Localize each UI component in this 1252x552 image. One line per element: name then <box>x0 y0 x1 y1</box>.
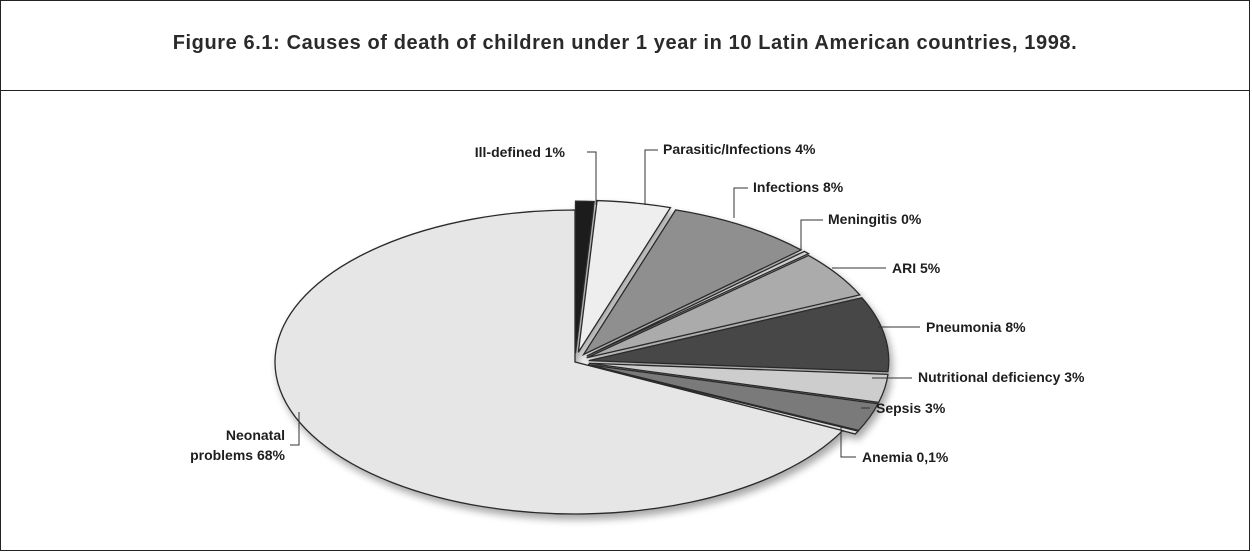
pie-slice <box>587 364 880 432</box>
leader-line <box>840 427 856 458</box>
slice-label: Neonatal problems 68% <box>190 427 285 463</box>
slice-label: Infections 8% <box>753 179 844 195</box>
pie-slice <box>574 200 595 354</box>
slice-label: Parasitic/Infections 4% <box>663 141 816 157</box>
slice-label: Anemia 0,1% <box>862 449 949 465</box>
pie-slice <box>586 250 810 357</box>
leader-line <box>290 412 300 446</box>
pie-slice <box>588 297 890 373</box>
title-bar: Figure 6.1: Causes of death of children … <box>1 1 1249 91</box>
leader-line <box>644 149 658 205</box>
pie-slice <box>581 209 803 357</box>
slice-label: Nutritional deficiency 3% <box>918 369 1085 385</box>
pie-slice <box>588 362 889 404</box>
chart-title: Figure 6.1: Causes of death of children … <box>172 32 1078 54</box>
leader-line <box>733 187 748 218</box>
slice-label: Meningitis 0% <box>828 211 922 227</box>
slice-label: Pneumonia 8% <box>926 319 1026 335</box>
pie-slice <box>274 209 844 515</box>
slice-label: Sepsis 3% <box>876 400 946 416</box>
pie-slice <box>577 199 672 353</box>
pie-slice <box>586 254 862 359</box>
slice-label: Ill-defined 1% <box>475 144 566 160</box>
leader-line <box>587 151 597 205</box>
slice-label: ARI 5% <box>892 260 941 276</box>
leader-line <box>800 219 823 250</box>
